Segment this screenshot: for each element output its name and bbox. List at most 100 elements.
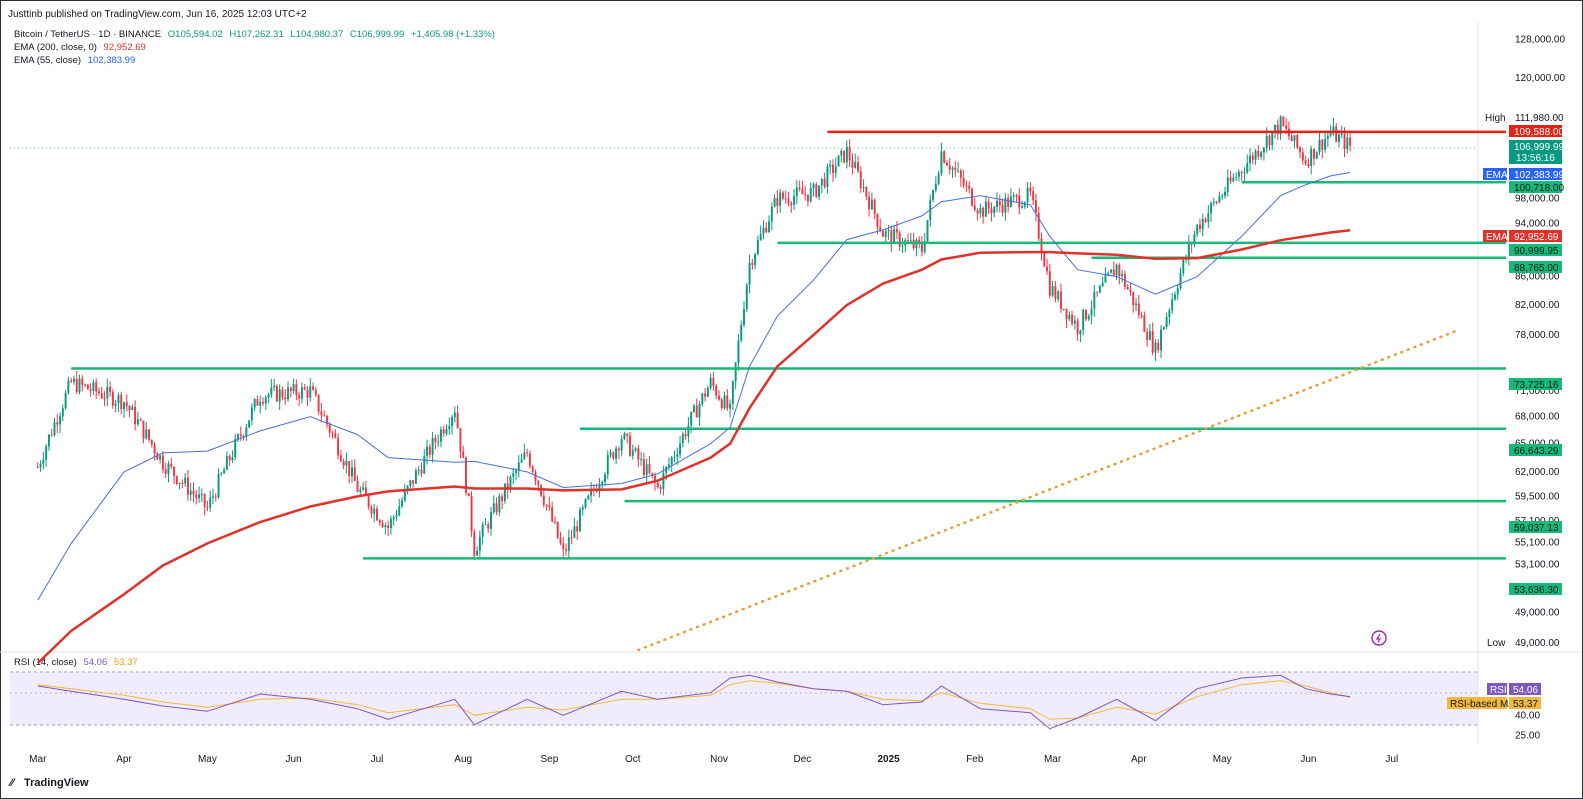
low-value: 49,000.00: [1515, 638, 1560, 649]
candle-body: [1104, 274, 1107, 283]
candle-body: [262, 401, 264, 404]
candle-body: [1249, 155, 1251, 164]
candle-body: [567, 537, 570, 551]
candle-body: [715, 386, 718, 396]
candle-body: [665, 467, 668, 473]
price-tick-label: 86,000.00: [1515, 272, 1560, 283]
rsi-legend[interactable]: RSI (14, close) 54.06 53.37: [14, 657, 138, 668]
candle-body: [898, 232, 901, 247]
candle-body: [962, 177, 965, 186]
ema200-tag: 92,952.69: [1514, 232, 1559, 243]
candle-body: [456, 412, 459, 429]
candle-body: [1257, 150, 1260, 157]
candle-body: [337, 437, 340, 456]
time-axis[interactable]: Mar Apr May Jun Jul Aug Sep Oct Nov Dec 2025 Feb Mar…: [29, 754, 1398, 765]
price-tick-label: 128,000.00: [1515, 34, 1565, 45]
candle-body: [1279, 116, 1282, 135]
candle-body: [228, 456, 231, 461]
candle-body: [314, 389, 317, 395]
candle-body: [731, 381, 734, 404]
candle-body: [1054, 286, 1057, 300]
candle-body: [1207, 213, 1210, 222]
candle-body: [1007, 197, 1010, 207]
candle-body: [250, 407, 253, 421]
candle-body: [709, 377, 712, 388]
candle-body: [392, 517, 395, 519]
candle-body: [517, 462, 520, 471]
candle-body: [576, 526, 579, 532]
candle-body: [1173, 294, 1176, 300]
candle-body: [453, 412, 456, 418]
candle-body: [932, 190, 935, 200]
candle-body: [606, 455, 609, 475]
candle-body: [75, 378, 78, 393]
price-tick-label: 98,000.00: [1515, 194, 1560, 205]
candle-body: [1057, 291, 1060, 300]
candle-body: [1324, 138, 1327, 150]
ohlc-open: O105,594.02: [167, 29, 223, 40]
candle-body: [1118, 264, 1121, 277]
candle-body: [1193, 234, 1196, 245]
candle-body: [434, 437, 437, 442]
candle-body: [1204, 218, 1207, 222]
candle-body: [464, 457, 467, 494]
candle-body: [562, 543, 565, 550]
candle-body: [223, 469, 226, 474]
time-tick-label: Apr: [116, 754, 132, 765]
time-tick-label: Jul: [1385, 754, 1398, 765]
candle-body: [848, 146, 851, 161]
rsi-ma-tag-badge: [1447, 697, 1507, 709]
candle-body: [551, 507, 554, 522]
candle-body: [862, 187, 865, 189]
candle-body: [470, 496, 473, 532]
candle-body: [681, 433, 684, 444]
candle-body: [364, 487, 367, 496]
ema200-legend[interactable]: EMA (200, close, 0) 92,952.69: [14, 42, 146, 53]
candle-body: [976, 210, 979, 214]
candle-body: [192, 490, 195, 495]
candle-body: [857, 162, 859, 172]
candle-body: [242, 435, 245, 437]
candle-body: [1226, 177, 1229, 192]
symbol-legend[interactable]: Bitcoin / TetherUS · 1D · BINANCE O105,5…: [14, 29, 499, 40]
candle-body: [439, 429, 442, 442]
candle-body: [328, 424, 331, 433]
candle-body: [1293, 135, 1296, 141]
candle-body: [1251, 155, 1254, 160]
candle-body: [631, 450, 634, 456]
candle-body: [312, 386, 315, 390]
candle-body: [45, 446, 48, 460]
candle-body: [648, 464, 651, 473]
candle-body: [1349, 137, 1352, 146]
candle-body: [334, 433, 337, 438]
candle-body: [901, 245, 904, 247]
candle-body: [998, 200, 1001, 206]
candle-body: [793, 196, 796, 205]
candle-body: [1176, 288, 1179, 295]
snapshot-icon[interactable]: [1371, 630, 1387, 646]
candle-body: [1018, 195, 1021, 208]
ema55-legend[interactable]: EMA (55, close) 102,383.99: [14, 55, 135, 66]
support-88765-tag-bg: [1509, 261, 1562, 273]
candle-body: [690, 411, 693, 426]
candle-body: [198, 494, 201, 499]
ema200-tag-bg: [1509, 230, 1562, 242]
candle-body: [442, 429, 445, 434]
candle-body: [587, 495, 590, 500]
candle-body: [1321, 139, 1324, 150]
price-tick-label: 82,000.00: [1515, 300, 1560, 311]
support-100718-tag-bg: [1509, 181, 1562, 193]
candle-body: [284, 397, 287, 400]
candle-body: [920, 243, 923, 252]
candle-body: [1246, 163, 1249, 173]
candle-body: [620, 438, 623, 451]
candle-body: [289, 387, 292, 392]
support-53636-tag-bg: [1509, 583, 1562, 595]
candle-body: [1274, 124, 1277, 133]
candle-body: [762, 227, 765, 234]
candle-body: [1343, 133, 1346, 150]
candle-body: [1068, 314, 1071, 320]
tradingview-logo[interactable]: ⁄⁄ TradingView: [10, 777, 89, 789]
candle-body: [1262, 147, 1265, 153]
